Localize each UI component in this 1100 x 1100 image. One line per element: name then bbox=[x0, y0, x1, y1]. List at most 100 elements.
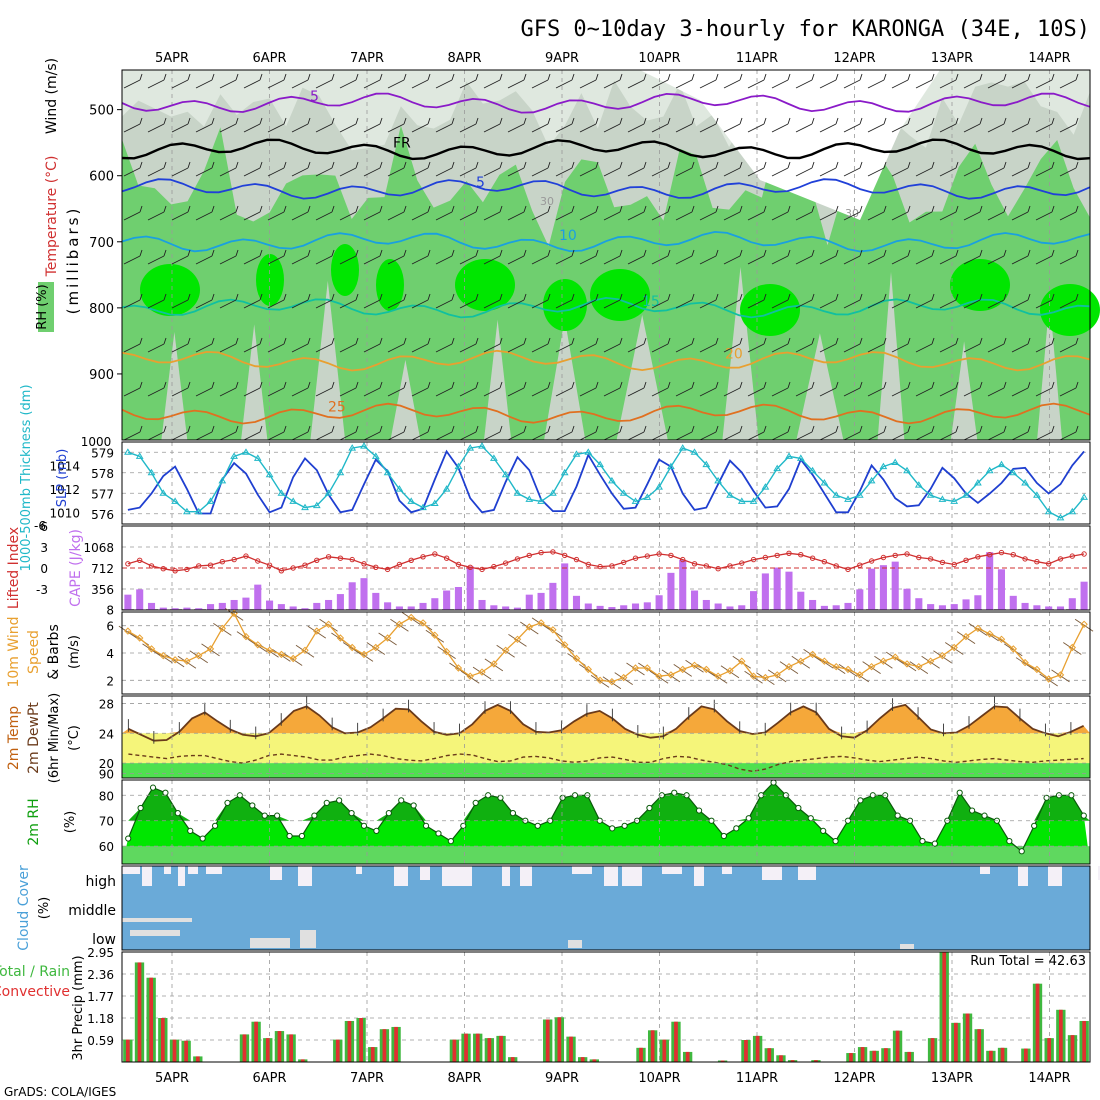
precip-convective-bar bbox=[1047, 1038, 1052, 1062]
wind-speed-point bbox=[549, 626, 557, 634]
wind-barb-flag bbox=[451, 73, 455, 81]
cloud-low-gap bbox=[568, 940, 582, 948]
wind-barb bbox=[243, 167, 261, 177]
wind-barb bbox=[843, 167, 861, 177]
wind-barb bbox=[891, 123, 909, 133]
wind-barb bbox=[1059, 299, 1077, 309]
isotherm-label: 20 bbox=[725, 347, 743, 363]
wind-speed-point bbox=[915, 662, 923, 671]
wind-barb-flag bbox=[451, 249, 455, 257]
thickness-point bbox=[253, 454, 262, 461]
lifted-index-point bbox=[337, 555, 344, 561]
thickness-point bbox=[549, 489, 557, 496]
wind-barb bbox=[819, 431, 837, 441]
wind-barb-flag bbox=[1027, 73, 1031, 81]
lifted-index-point bbox=[526, 552, 532, 559]
wind-barb-flag bbox=[331, 205, 335, 213]
wind-barb bbox=[435, 387, 453, 397]
wind-barb-10m bbox=[767, 669, 787, 683]
wind-barb-flag bbox=[211, 73, 215, 81]
wind-barb-flag bbox=[307, 381, 311, 389]
date-label-top: 14APR bbox=[1028, 51, 1070, 66]
cape-bar bbox=[384, 602, 392, 610]
credit-label: GrADS: COLA/IGES bbox=[4, 1085, 116, 1099]
wind-barb bbox=[699, 167, 717, 177]
wind-barb-flag bbox=[427, 249, 431, 257]
wind-barb bbox=[579, 299, 597, 309]
wind-speed-point bbox=[1044, 675, 1053, 683]
wind-barb-flag bbox=[715, 161, 719, 169]
cloud-axis-label-2: (%) bbox=[37, 897, 52, 920]
wind-barb bbox=[195, 255, 213, 265]
wind-barb bbox=[627, 123, 645, 133]
wind-barb bbox=[243, 343, 261, 353]
wind-barb bbox=[771, 167, 789, 177]
wind-speed-point bbox=[667, 671, 675, 679]
wind-barb bbox=[747, 79, 765, 89]
wind-barb-flag bbox=[547, 205, 551, 213]
wind-speed-point bbox=[537, 619, 545, 627]
wind-speed-point bbox=[171, 656, 179, 664]
wind-barb bbox=[795, 255, 813, 265]
wind-barb bbox=[747, 343, 765, 353]
wind-barb bbox=[819, 211, 837, 221]
wind-barb bbox=[747, 387, 765, 397]
wind-barb bbox=[1011, 431, 1029, 441]
wind-speed-point bbox=[619, 673, 628, 682]
wind-barb-flag bbox=[211, 117, 215, 125]
thickness-point bbox=[1068, 507, 1077, 515]
cape-bar bbox=[738, 605, 746, 610]
wind-barb-flag bbox=[691, 381, 695, 389]
wind-barb bbox=[171, 167, 189, 177]
wind-barb-flag bbox=[139, 205, 143, 213]
isotherm-line bbox=[121, 349, 1091, 372]
wind-barb-flag bbox=[835, 205, 839, 213]
legend-rh-swatch bbox=[38, 282, 54, 332]
wind-barb bbox=[579, 431, 597, 441]
rh-saturated-blob bbox=[256, 254, 284, 306]
cloud-high-gap bbox=[1098, 866, 1100, 880]
wind-barb bbox=[1059, 387, 1077, 397]
isotherm-line bbox=[121, 230, 1091, 253]
wind-barb-flag bbox=[739, 205, 743, 213]
cloud-high-gap bbox=[394, 866, 408, 886]
precip-convective-bar bbox=[545, 1019, 550, 1062]
thickness-point bbox=[490, 454, 498, 461]
wind-barb bbox=[579, 343, 597, 353]
wind-barb bbox=[363, 431, 381, 441]
wind-barb bbox=[507, 299, 525, 309]
lifted-index-point bbox=[255, 558, 261, 564]
wind-barb bbox=[771, 431, 789, 441]
cape-bar bbox=[702, 599, 710, 610]
wind-barb-flag bbox=[787, 381, 791, 389]
wind-barb-flag bbox=[307, 205, 311, 213]
lifted-index-point bbox=[880, 554, 887, 561]
cape-bar bbox=[809, 599, 817, 610]
wind-speed-point bbox=[301, 646, 309, 655]
date-label-bottom: 13APR bbox=[931, 1071, 973, 1086]
wind-speed-point bbox=[749, 672, 758, 680]
wind-barb bbox=[939, 167, 957, 177]
wind-barb-10m bbox=[508, 633, 527, 647]
lifted-index-point bbox=[680, 556, 686, 563]
wind-barb bbox=[531, 211, 549, 221]
rh-point bbox=[820, 827, 827, 835]
rh-point bbox=[646, 804, 653, 812]
wind-barb bbox=[363, 123, 381, 133]
wind-speed-point bbox=[608, 677, 616, 686]
rh-point bbox=[919, 837, 926, 845]
wind-barb-flag bbox=[235, 249, 239, 257]
thickness-point bbox=[301, 503, 309, 511]
rh-point bbox=[559, 794, 566, 801]
wind-barb bbox=[243, 299, 261, 309]
precip-convective-bar bbox=[895, 1030, 900, 1062]
legend-temperature-label: Temperature (°C) bbox=[44, 156, 60, 278]
lifted-index-point bbox=[656, 551, 662, 557]
wind-barb-flag bbox=[163, 161, 167, 169]
cape-bar bbox=[195, 608, 203, 610]
wind-barb-flag bbox=[667, 425, 671, 433]
isotherm-line bbox=[121, 296, 1091, 319]
rh-dry-plume bbox=[950, 341, 978, 440]
rh-contour-label: 30 bbox=[845, 207, 859, 220]
wind-barb bbox=[963, 79, 981, 89]
